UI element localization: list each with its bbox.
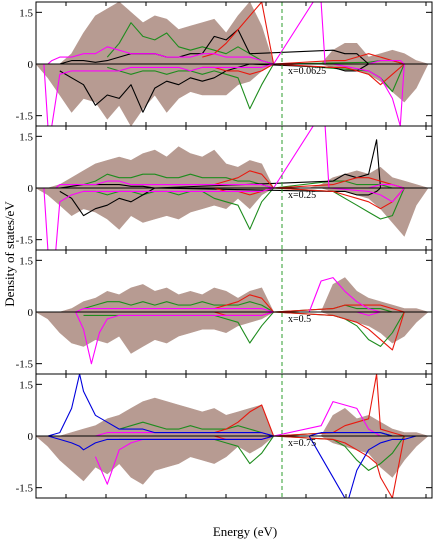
panel-2-y-tick-label: 0 [28,183,34,195]
panel-4: 1.5 0 -1.5 x=0.75 [16,373,433,499]
panel-4-series-blue-down [36,435,428,498]
panel-3-y-tick-label: -1.5 [16,359,34,371]
panel-2-series-black-down [59,187,381,217]
panel-1-series-green-up [106,22,405,65]
panel-1-y-tick-label: -1.5 [16,111,34,123]
panel-3-y-tick-label: 1.5 [19,255,33,267]
panel-3-series-red-up [214,294,405,313]
panel-4-series-blue-up [36,374,428,437]
panel-4-annotation: x=0.75 [288,438,316,449]
y-axis-title: Density of states/eV [2,201,17,307]
panel-2: 1.5 0 -1.5 x=0.25 [16,125,433,251]
panel-2-y-tick-label: -1.5 [16,235,34,247]
panel-2-series-total-up [36,146,429,189]
panel-3-annotation: x=0.5 [288,314,311,325]
panels-layer: 1.5 0 -1.5 x=0.0625 1.5 0 -1.5 x=0.25 1.5 0 -1.5 x=… [16,1,433,499]
panel-2-y-tick-label: 1.5 [19,131,33,143]
panel-1-series-red-up [202,2,405,65]
panel-2-series-green-up [83,173,405,189]
panel-2-series-red-up [214,170,405,189]
panel-3-series-magenta-up [75,277,381,313]
panel-4-y-tick-label: 0 [28,431,34,443]
panel-4-y-tick-label: 1.5 [19,379,33,391]
panel-1: 1.5 0 -1.5 x=0.0625 [16,1,433,127]
panel-4-y-tick-label: -1.5 [16,483,34,495]
panel-3-plot-area [36,277,429,365]
panel-1-series-total-down [36,63,429,126]
panel-2-plot-area [36,126,429,250]
panel-3-series-total-down [36,311,429,354]
panel-3-series-green-up [83,301,405,313]
panel-1-plot-area [36,2,429,126]
panel-2-annotation: x=0.25 [288,190,316,201]
panel-1-series-total-up [36,2,429,65]
panel-2-series-magenta-up [43,126,405,189]
panel-3-series-total-up [36,277,429,313]
x-axis-title: Energy (eV) [213,524,277,539]
panel-4-series-red-up [214,374,405,437]
panel-1-y-tick-label: 1.5 [19,7,33,19]
panel-1-y-tick-label: 0 [28,59,34,71]
panel-3: 1.5 0 -1.5 x=0.5 [16,249,433,375]
panel-1-series-red-down [202,63,405,86]
panel-3-y-tick-label: 0 [28,307,34,319]
panel-1-annotation: x=0.0625 [288,66,326,77]
panel-4-series-total-up [36,397,429,437]
